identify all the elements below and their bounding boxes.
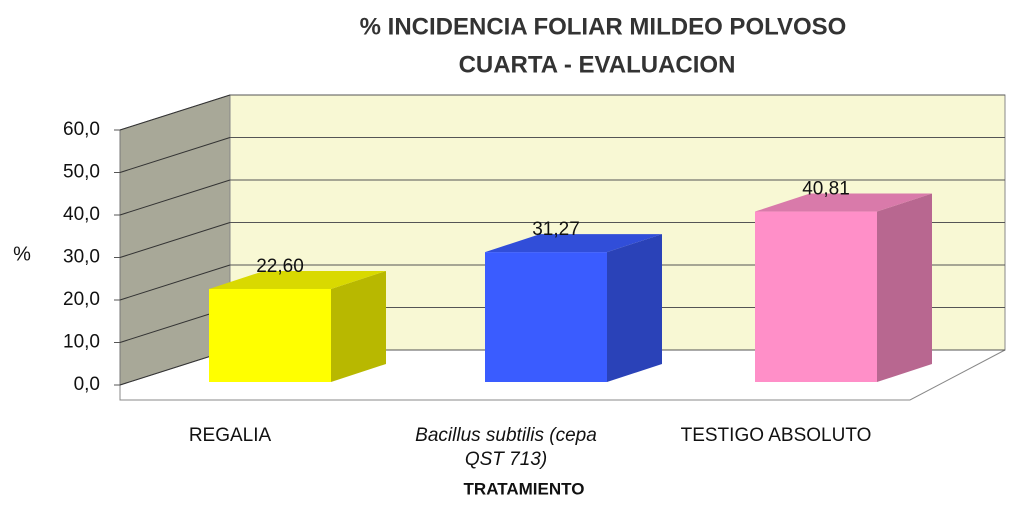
y-axis-label: % (13, 243, 31, 265)
chart-title: % INCIDENCIA FOLIAR MILDEO POLVOSO (360, 13, 847, 40)
value-label: 22,60 (256, 256, 304, 277)
grid-line (119, 94, 231, 131)
bar (485, 252, 607, 382)
bar-side (607, 234, 662, 382)
y-tick-label: 40,0 (63, 204, 100, 225)
bar-side (877, 193, 932, 382)
y-tick-label: 30,0 (63, 247, 100, 268)
chart-subtitle: CUARTA - EVALUACION (459, 51, 736, 78)
x-tick-label: Bacillus subtilis (cepa QST 713) (415, 425, 597, 470)
y-tick-label: 50,0 (63, 162, 100, 183)
value-label: 40,81 (802, 179, 850, 200)
bar-top (209, 270, 386, 289)
bar-top (755, 193, 932, 212)
x-tick-label: TESTIGO ABSOLUTO (680, 425, 872, 446)
grid-line (119, 264, 231, 301)
grid-line (119, 137, 231, 173)
bar-top (485, 234, 662, 253)
grid-line (119, 179, 231, 216)
value-label: 31,27 (532, 219, 580, 240)
x-axis-label: TRATAMIENTO (464, 479, 585, 498)
y-tick-label: 10,0 (63, 332, 100, 353)
bar (209, 288, 331, 382)
y-tick-label: 0,0 (74, 374, 100, 395)
x-tick-label: REGALIA (188, 425, 272, 446)
grid-line (119, 222, 231, 258)
bar-side (331, 270, 386, 382)
y-tick-label: 20,0 (63, 289, 100, 310)
bar (755, 211, 877, 382)
y-tick-label: 60,0 (63, 119, 100, 140)
